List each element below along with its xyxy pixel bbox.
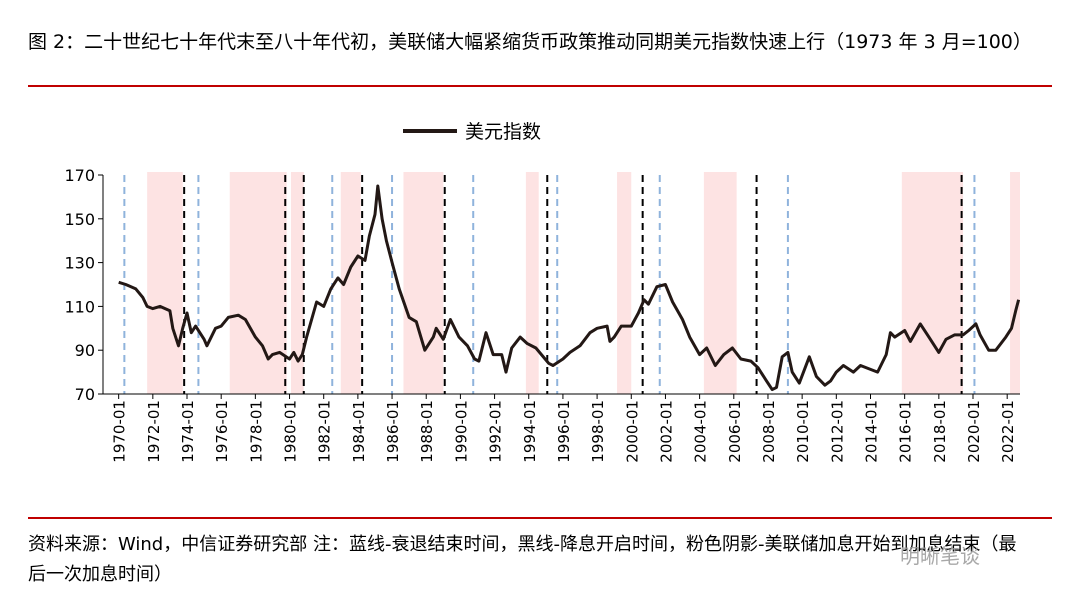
- x-tick-label: 2022-01: [999, 400, 1017, 463]
- x-tick-label: 1980-01: [282, 400, 300, 463]
- hike-period: [147, 172, 183, 394]
- x-tick-label: 2002-01: [657, 400, 675, 463]
- x-tick-label: 2020-01: [965, 400, 983, 463]
- x-tick-label: 1976-01: [213, 400, 231, 463]
- x-tick-label: 1970-01: [111, 400, 129, 463]
- x-tick-label: 1972-01: [145, 400, 163, 463]
- x-tick-label: 2010-01: [794, 400, 812, 463]
- watermark: 明晰笔谈: [900, 544, 980, 568]
- x-tick-label: 1994-01: [521, 400, 539, 463]
- y-tick-label: 150: [64, 210, 95, 229]
- hike-period: [525, 172, 539, 394]
- y-tick-label: 170: [64, 166, 95, 185]
- series-line: [118, 184, 1021, 392]
- y-tick-label: 70: [75, 385, 95, 404]
- chart: 70 90 110 130 150 170 1970-01 1972-01 1974-01 197…: [64, 121, 1021, 463]
- y-tick-label: 90: [75, 341, 95, 360]
- footer: 资料来源：Wind，中信证券研究部 注：蓝线-衰退结束时间，黑线-降息开启时间，…: [28, 534, 1017, 585]
- hike-period: [1010, 172, 1020, 394]
- legend-label: 美元指数: [465, 121, 541, 143]
- x-tick-label: 1982-01: [316, 400, 334, 463]
- x-tick-label: 1992-01: [487, 400, 505, 463]
- x-tick-label: 1984-01: [350, 400, 368, 463]
- x-tick-label: 2014-01: [862, 400, 880, 463]
- x-tick-label: 1986-01: [384, 400, 402, 463]
- title-rule: [28, 85, 1052, 87]
- title: 图 2：二十世纪七十年代末至八十年代初，美联储大幅紧缩货币政策推动同期美元指数快…: [28, 31, 1032, 53]
- hike-period: [617, 172, 632, 394]
- x-tick-label: 2012-01: [828, 400, 846, 463]
- y-tick-label: 130: [64, 254, 95, 273]
- x-tick-label: 1998-01: [589, 400, 607, 463]
- x-tick-label: 1974-01: [179, 400, 197, 463]
- hike-period: [403, 172, 444, 394]
- x-tick-label: 2016-01: [897, 400, 915, 463]
- x-tick-label: 1990-01: [452, 400, 470, 463]
- y-tick-label: 110: [64, 297, 95, 316]
- x-tick-label: 2004-01: [692, 400, 710, 463]
- hike-period: [901, 172, 964, 394]
- x-tick-label: 2018-01: [931, 400, 949, 463]
- x-tick-label: 1996-01: [555, 400, 573, 463]
- footer-rule: [28, 517, 1052, 519]
- x-tick-label: 2008-01: [760, 400, 778, 463]
- hike-period: [340, 172, 361, 394]
- hike-period: [290, 172, 304, 394]
- x-tick-label: 2006-01: [726, 400, 744, 463]
- x-tick-label: 1988-01: [418, 400, 436, 463]
- x-tick-label: 2000-01: [623, 400, 641, 463]
- x-tick-label: 1978-01: [247, 400, 265, 463]
- hike-period: [229, 172, 287, 394]
